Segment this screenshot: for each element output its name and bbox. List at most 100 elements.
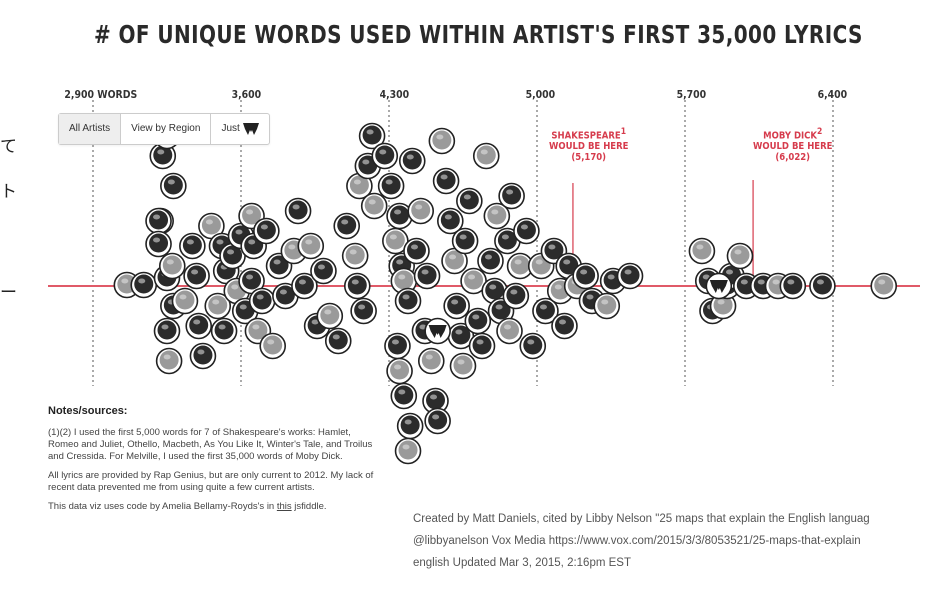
- artist-face: [345, 245, 365, 265]
- credit-line: Created by Matt Daniels, cited by Libby …: [413, 513, 870, 525]
- artist-face-highlight: [520, 224, 528, 230]
- annotation-value: (6,022): [775, 152, 811, 164]
- artist-face-highlight: [726, 269, 734, 275]
- artist-face-highlight: [362, 159, 370, 165]
- artist-face-highlight: [186, 239, 194, 245]
- wu-tang-logo-icon: [428, 325, 447, 338]
- axis-tick-label: 2,900 WORDS: [64, 88, 138, 101]
- artist-face: [436, 170, 456, 190]
- artist-face-highlight: [398, 274, 406, 280]
- artist-face-highlight: [402, 294, 410, 300]
- all-artists-button[interactable]: All Artists: [59, 114, 122, 144]
- artist-face-highlight: [444, 214, 452, 220]
- artist-face: [301, 235, 321, 255]
- artist-face-highlight: [501, 234, 509, 240]
- artist-face: [320, 305, 340, 325]
- artist-face: [783, 275, 803, 295]
- chart-title: # OF UNIQUE WORDS USED WITHIN ARTIST'S F…: [94, 20, 863, 49]
- artist-face-highlight: [161, 324, 169, 330]
- annotation-footnote: 2: [817, 127, 823, 137]
- artist-face: [134, 274, 154, 294]
- artist-face-highlight: [191, 269, 199, 275]
- annotation-line: WOULD BE HERE: [549, 141, 629, 153]
- notes-paragraph: All lyrics are provided by Rap Genius, b…: [48, 470, 374, 493]
- artist-face: [523, 335, 543, 355]
- artist-face: [223, 245, 243, 265]
- artist-face-highlight: [878, 279, 886, 285]
- artist-face-highlight: [624, 269, 632, 275]
- artist-face-highlight: [292, 204, 300, 210]
- artist-face-highlight: [740, 279, 748, 285]
- artist-face-highlight: [193, 319, 201, 325]
- artist-face-highlight: [816, 279, 824, 285]
- artist-face: [428, 410, 448, 430]
- artist-face-highlight: [394, 209, 402, 215]
- artist-face: [476, 145, 496, 165]
- artist-face-highlight: [216, 239, 224, 245]
- artist-face-highlight: [153, 214, 161, 220]
- artist-face: [313, 260, 333, 280]
- wu-tang-logo-icon: [709, 280, 728, 293]
- artist-face: [354, 300, 374, 320]
- artist-face: [400, 415, 420, 435]
- artist-face-highlight: [231, 284, 239, 290]
- credit-line: @libbyanelson Vox Media https://www.vox.…: [413, 535, 861, 547]
- artist-face-highlight: [389, 234, 397, 240]
- artist-face: [506, 285, 526, 305]
- artist-face-highlight: [406, 154, 414, 160]
- artist-face: [447, 295, 467, 315]
- artist-face: [464, 270, 484, 290]
- artist-face-highlight: [504, 324, 512, 330]
- artist-face-highlight: [391, 339, 399, 345]
- jsfiddle-link[interactable]: this: [276, 501, 292, 512]
- artist-face-highlight: [696, 244, 704, 250]
- artist-face: [163, 175, 183, 195]
- artist-face: [500, 320, 520, 340]
- cropped-left-glyph: ー: [0, 283, 17, 302]
- artist-face: [417, 265, 437, 285]
- just-wu-tang-button[interactable]: Just: [211, 114, 268, 144]
- artist-face-highlight: [506, 189, 514, 195]
- artist-face: [193, 345, 213, 365]
- artist-face: [269, 255, 289, 275]
- axis-tick-label: 5,700: [676, 88, 707, 101]
- artist-face: [328, 330, 348, 350]
- artist-face-highlight: [288, 244, 296, 250]
- artist-face-highlight: [379, 149, 387, 155]
- artist-face-highlight: [349, 249, 357, 255]
- artist-face: [597, 295, 617, 315]
- artist-face-highlight: [157, 149, 165, 155]
- artist-face-highlight: [298, 279, 306, 285]
- view-by-region-button[interactable]: View by Region: [121, 114, 212, 144]
- artist-face-highlight: [248, 239, 256, 245]
- artist-face-highlight: [548, 244, 556, 250]
- artist-face-highlight: [772, 279, 780, 285]
- artist-face: [375, 145, 395, 165]
- artist-face: [559, 255, 579, 275]
- artist-face-highlight: [468, 274, 476, 280]
- artist-face: [385, 230, 405, 250]
- artist-face: [398, 440, 418, 460]
- artist-face-highlight: [440, 174, 448, 180]
- artist-face-highlight: [279, 289, 287, 295]
- notes-paragraph: This data viz uses code by Amelia Bellam…: [48, 501, 378, 513]
- artist-face-highlight: [415, 204, 423, 210]
- artist-face: [157, 320, 177, 340]
- artist-face-highlight: [421, 269, 429, 275]
- artist-face: [554, 315, 574, 335]
- artist-face: [394, 270, 414, 290]
- artist-face-highlight: [256, 294, 264, 300]
- artist-face: [576, 265, 596, 285]
- artist-face: [149, 210, 169, 230]
- artist-face: [364, 195, 384, 215]
- view-by-region-label: View by Region: [131, 123, 201, 134]
- artist-face-highlight: [586, 294, 594, 300]
- artist-face: [242, 205, 262, 225]
- artist-face-highlight: [246, 274, 254, 280]
- artist-face-highlight: [495, 304, 503, 310]
- artist-face: [159, 350, 179, 370]
- artist-face: [252, 290, 272, 310]
- artist-face-highlight: [472, 314, 480, 320]
- artist-face: [421, 350, 441, 370]
- artist-face: [812, 275, 832, 295]
